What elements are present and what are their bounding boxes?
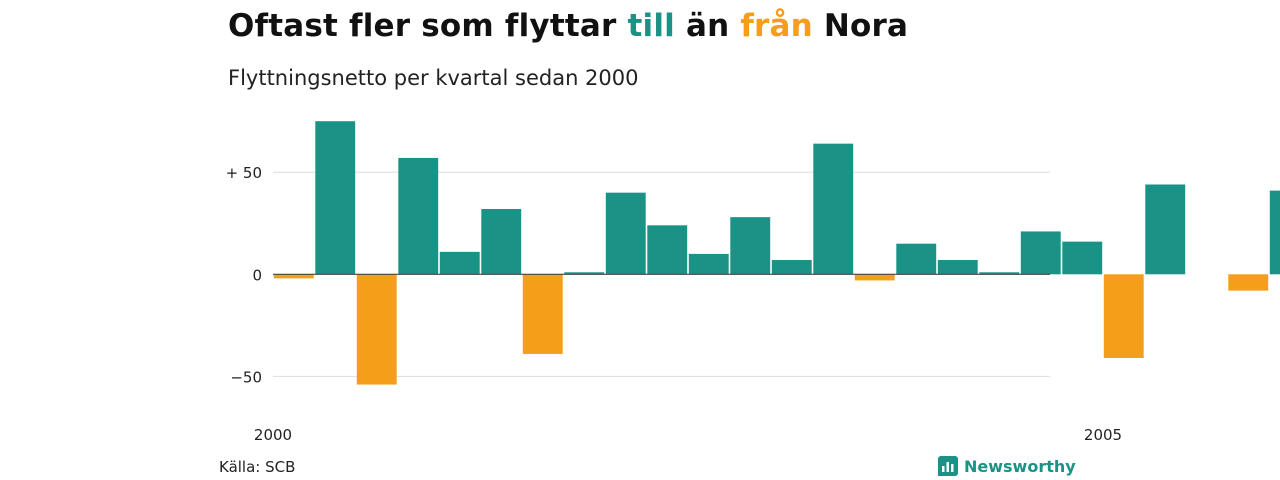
y-tick-label: + 50	[226, 164, 262, 182]
bar	[481, 208, 522, 275]
bar	[564, 272, 605, 275]
bar	[398, 157, 439, 275]
bar	[1145, 184, 1186, 275]
bar	[771, 260, 812, 275]
newsworthy-logo-text: Newsworthy	[964, 456, 1076, 476]
bar	[813, 143, 854, 275]
logo-bars-icon	[942, 462, 954, 472]
bar	[439, 251, 480, 275]
x-tick-label: 2005	[1084, 426, 1122, 444]
bar	[1228, 274, 1269, 291]
chart-title: Oftast fler som flyttar till än från Nor…	[228, 8, 908, 44]
title-part-1: Oftast fler som flyttar	[228, 8, 628, 44]
title-highlight-till: till	[627, 8, 675, 44]
bar	[979, 272, 1020, 275]
x-tick-label: 2000	[254, 426, 292, 444]
newsworthy-logo-icon	[938, 456, 958, 476]
bar	[854, 274, 895, 281]
title-highlight-fran: från	[740, 8, 813, 44]
bar	[1062, 241, 1103, 275]
chart-subtitle: Flyttningsnetto per kvartal sedan 2000	[228, 66, 639, 90]
bar	[937, 260, 978, 275]
bar	[688, 253, 729, 275]
bar	[356, 274, 397, 385]
y-tick-label: −50	[230, 368, 262, 386]
source-label: Källa: SCB	[219, 458, 296, 476]
title-part-3: Nora	[812, 8, 909, 44]
bar	[522, 274, 563, 354]
bar	[896, 243, 937, 275]
bar	[647, 225, 688, 275]
bar	[1269, 190, 1280, 275]
bar	[315, 121, 356, 275]
bar	[1103, 274, 1144, 359]
title-part-2: än	[674, 8, 741, 44]
y-tick-label: 0	[252, 266, 262, 284]
bar	[1020, 231, 1061, 275]
bar	[605, 192, 646, 275]
bar	[273, 274, 314, 279]
newsworthy-logo[interactable]: Newsworthy	[938, 456, 1076, 476]
bar	[730, 217, 771, 275]
